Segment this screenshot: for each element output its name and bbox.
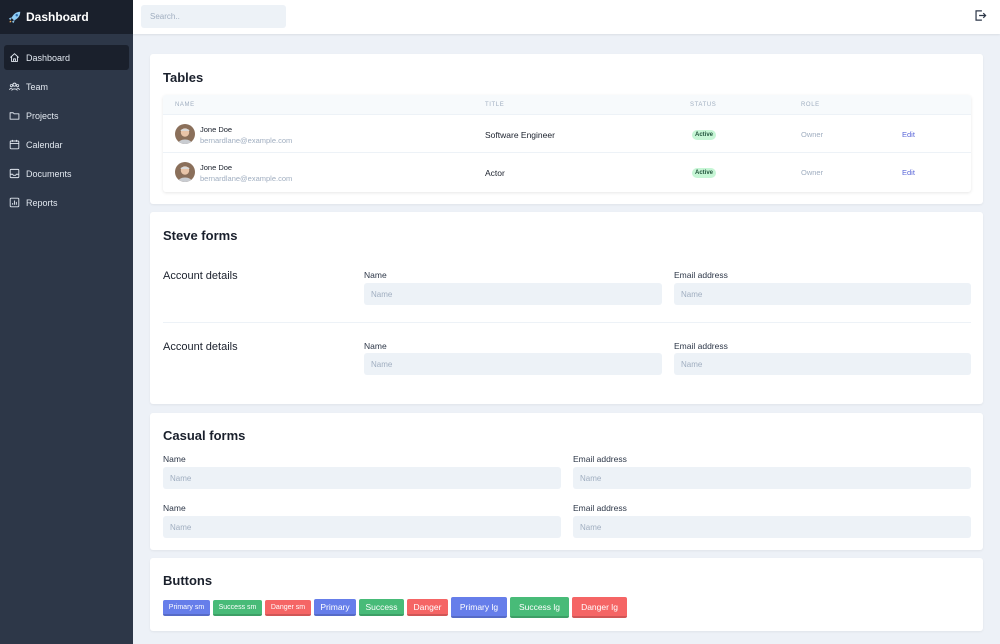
sidebar-nav: Dashboard Team Projects Calendar Documen… <box>0 34 133 215</box>
danger-button[interactable]: Danger <box>407 599 448 616</box>
sidebar-item-calendar[interactable]: Calendar <box>4 132 129 157</box>
success-sm-button[interactable]: Success sm <box>213 600 262 616</box>
email-label: Email address <box>674 341 728 351</box>
name-input[interactable] <box>163 467 561 489</box>
home-icon <box>9 52 20 63</box>
form-divider <box>163 322 971 323</box>
steve-forms-title: Steve forms <box>163 228 238 243</box>
email-input[interactable] <box>674 353 971 375</box>
sidebar-item-team[interactable]: Team <box>4 74 129 99</box>
chart-icon <box>9 197 20 208</box>
email-label: Email address <box>573 503 627 513</box>
brand[interactable]: Dashboard <box>0 0 133 34</box>
inbox-icon <box>9 168 20 179</box>
row-title: Software Engineer <box>485 130 555 140</box>
steve-forms-card: Steve forms Account details Name Email a… <box>150 212 983 404</box>
sidebar-item-label: Projects <box>26 110 59 121</box>
calendar-icon <box>9 139 20 150</box>
name-label: Name <box>364 341 387 351</box>
success-button[interactable]: Success <box>359 599 404 616</box>
status-badge: Active <box>692 168 717 178</box>
casual-forms-title: Casual forms <box>163 428 246 443</box>
tables-title: Tables <box>163 70 204 85</box>
sidebar-item-label: Calendar <box>26 139 63 150</box>
sidebar-item-label: Reports <box>26 197 58 208</box>
email-input[interactable] <box>573 516 971 538</box>
casual-forms-card: Casual forms Name Email address Name Ema… <box>150 413 983 550</box>
brand-title: Dashboard <box>26 10 89 24</box>
table-row: Jone Doe bernardlane@example.com Actor A… <box>163 153 971 191</box>
row-title: Actor <box>485 168 505 178</box>
row-name: Jone Doe <box>200 163 233 172</box>
column-header-name: NAME <box>175 102 195 108</box>
success-lg-button[interactable]: Success lg <box>510 597 569 618</box>
sidebar-item-label: Dashboard <box>26 52 71 63</box>
email-input[interactable] <box>573 467 971 489</box>
row-role: Owner <box>801 130 824 139</box>
sidebar-item-label: Documents <box>26 168 72 179</box>
primary-sm-button[interactable]: Primary sm <box>163 600 210 616</box>
users-table: NAME TITLE STATUS ROLE Jone Doe bernardl… <box>163 95 971 192</box>
name-label: Name <box>163 503 186 513</box>
name-input[interactable] <box>364 353 662 375</box>
status-badge: Active <box>692 130 717 140</box>
rocket-icon <box>8 10 22 24</box>
primary-lg-button[interactable]: Primary lg <box>451 597 507 618</box>
sidebar-item-dashboard[interactable]: Dashboard <box>4 45 129 70</box>
table-header: NAME TITLE STATUS ROLE <box>163 95 971 115</box>
name-label: Name <box>364 270 387 280</box>
team-icon <box>9 81 20 92</box>
sidebar-item-documents[interactable]: Documents <box>4 161 129 186</box>
row-email: bernardlane@example.com <box>200 174 293 183</box>
sidebar-item-reports[interactable]: Reports <box>4 190 129 215</box>
name-input[interactable] <box>163 516 561 538</box>
buttons-title: Buttons <box>163 573 213 588</box>
section-label-account-details: Account details <box>163 270 238 282</box>
sidebar: Dashboard Dashboard Team Projects Calend… <box>0 0 133 644</box>
row-email: bernardlane@example.com <box>200 136 293 145</box>
danger-lg-button[interactable]: Danger lg <box>572 597 627 618</box>
primary-button[interactable]: Primary <box>314 599 356 616</box>
section-label-account-details: Account details <box>163 341 238 353</box>
edit-link[interactable]: Edit <box>902 130 915 139</box>
column-header-title: TITLE <box>485 102 505 108</box>
name-label: Name <box>163 454 186 464</box>
table-row: Jone Doe bernardlane@example.com Softwar… <box>163 115 971 153</box>
danger-sm-button[interactable]: Danger sm <box>265 600 311 616</box>
avatar <box>175 124 195 144</box>
row-role: Owner <box>801 168 824 177</box>
avatar <box>175 162 195 182</box>
sidebar-item-label: Team <box>26 81 49 92</box>
edit-link[interactable]: Edit <box>902 168 915 177</box>
top-header <box>133 0 1000 34</box>
search-input[interactable] <box>141 5 286 28</box>
tables-card: Tables NAME TITLE STATUS ROLE Jone Doe b… <box>150 54 983 204</box>
folder-icon <box>9 110 20 121</box>
logout-icon[interactable] <box>974 9 987 22</box>
email-label: Email address <box>674 270 728 280</box>
sidebar-item-projects[interactable]: Projects <box>4 103 129 128</box>
name-input[interactable] <box>364 283 662 305</box>
email-label: Email address <box>573 454 627 464</box>
email-input[interactable] <box>674 283 971 305</box>
column-header-role: ROLE <box>801 102 820 108</box>
buttons-card: Buttons Primary sm Success sm Danger sm … <box>150 558 983 631</box>
column-header-status: STATUS <box>690 102 717 108</box>
row-name: Jone Doe <box>200 125 233 134</box>
